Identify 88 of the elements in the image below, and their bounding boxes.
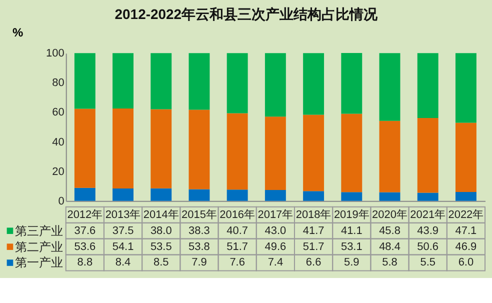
bar: [74, 188, 96, 201]
x-tick-label: 2014年: [143, 208, 179, 221]
data-label: 8.4: [115, 256, 131, 269]
bar: [455, 192, 476, 201]
bar: [417, 53, 438, 118]
data-label: 41.1: [340, 224, 362, 237]
x-tick-label: 2022年: [448, 208, 484, 221]
x-tick-label: 2020年: [372, 208, 408, 221]
data-label: 38.0: [150, 224, 172, 237]
data-label: 53.8: [188, 240, 210, 253]
data-label: 40.7: [226, 224, 248, 237]
bar: [455, 122, 476, 192]
data-label: 37.5: [112, 224, 134, 237]
bar: [303, 53, 324, 115]
bar: [226, 113, 248, 190]
bar: [188, 53, 210, 110]
bar: [417, 192, 438, 201]
x-tick-label: 2016年: [220, 208, 256, 221]
y-tick-label: 40: [52, 136, 64, 148]
y-tick-label: 20: [52, 166, 64, 178]
data-label: 8.8: [77, 256, 93, 269]
x-tick-label: 2012年: [67, 208, 103, 221]
y-tick-label: 0: [58, 195, 64, 208]
data-label: 51.7: [226, 240, 248, 253]
data-label: 48.4: [379, 240, 400, 253]
legend-label: 第三产业: [14, 224, 63, 238]
y-axis-title: %: [12, 26, 24, 40]
bar: [226, 190, 248, 201]
bar: [188, 189, 210, 201]
data-label: 45.8: [379, 224, 400, 237]
y-tick-label: 100: [46, 48, 64, 60]
data-label: 53.6: [74, 240, 96, 253]
bar: [226, 53, 248, 114]
bar: [379, 192, 400, 201]
bar: [112, 108, 134, 188]
data-label: 41.7: [302, 224, 324, 237]
bar: [112, 188, 134, 201]
data-label: 49.6: [264, 240, 286, 253]
x-tick-label: 2017年: [258, 208, 294, 221]
bar: [341, 192, 362, 201]
bar: [264, 190, 286, 201]
bar: [341, 114, 362, 192]
x-tick-label: 2013年: [105, 208, 141, 221]
data-label: 6.0: [458, 256, 474, 269]
bar: [74, 108, 96, 188]
bar: [150, 109, 172, 188]
x-tick-label: 2015年: [182, 208, 217, 221]
x-tick-label: 2019年: [334, 208, 370, 221]
legend-label: 第一产业: [14, 256, 63, 270]
bar: [341, 53, 362, 114]
data-label: 5.5: [420, 256, 436, 269]
bar: [379, 120, 400, 192]
bar: [74, 53, 96, 109]
x-tick-label: 2018年: [296, 208, 332, 221]
data-label: 50.6: [417, 240, 439, 253]
y-tick-label: 80: [52, 77, 64, 90]
data-label: 6.6: [306, 256, 322, 269]
data-label: 7.4: [268, 256, 284, 269]
chart-title: 2012-2022年云和县三次产业结构占比情况: [114, 6, 379, 22]
y-tick-label: 60: [52, 106, 64, 119]
data-label: 51.7: [302, 240, 324, 253]
bar: [150, 188, 172, 201]
bar: [264, 53, 286, 117]
x-tick-label: 2021年: [410, 208, 446, 221]
data-label: 8.5: [154, 256, 169, 269]
data-label: 5.8: [382, 256, 398, 269]
data-label: 53.5: [150, 240, 172, 253]
data-label: 54.1: [112, 240, 134, 253]
bar: [264, 116, 286, 190]
bar: [417, 118, 438, 193]
bar: [188, 110, 210, 190]
bar: [303, 114, 324, 192]
data-label: 53.1: [340, 240, 362, 253]
data-label: 7.6: [230, 256, 245, 269]
data-label: 37.6: [74, 224, 96, 237]
data-label: 5.9: [344, 256, 360, 269]
bar: [303, 191, 324, 201]
data-label: 47.1: [455, 224, 477, 237]
data-label: 43.9: [417, 224, 439, 237]
bar: [379, 53, 400, 121]
legend-label: 第二产业: [14, 240, 63, 254]
data-label: 46.9: [455, 240, 477, 253]
bar: [150, 53, 172, 110]
data-label: 7.9: [192, 256, 207, 269]
data-label: 43.0: [264, 224, 286, 237]
bar: [455, 53, 476, 123]
data-label: 38.3: [188, 224, 210, 237]
bar: [112, 53, 134, 109]
